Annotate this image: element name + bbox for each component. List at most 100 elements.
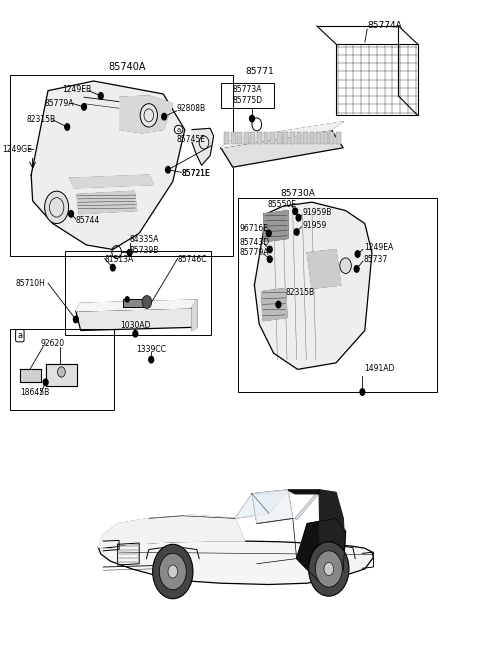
Polygon shape	[297, 518, 346, 583]
Text: 1249GE: 1249GE	[2, 145, 32, 154]
Circle shape	[166, 167, 170, 173]
Circle shape	[267, 246, 272, 253]
Text: 18645B: 18645B	[20, 388, 49, 397]
Bar	[123, 299, 147, 307]
Circle shape	[153, 544, 193, 599]
Circle shape	[162, 113, 167, 120]
Text: 85721E: 85721E	[181, 169, 210, 178]
Circle shape	[324, 562, 334, 575]
Circle shape	[149, 356, 154, 363]
Bar	[329, 132, 334, 144]
Text: 1491AD: 1491AD	[364, 364, 394, 373]
Circle shape	[133, 330, 138, 337]
Circle shape	[276, 301, 281, 308]
Circle shape	[266, 230, 271, 237]
Bar	[283, 132, 288, 144]
Circle shape	[73, 316, 78, 323]
Circle shape	[65, 124, 70, 130]
Text: a: a	[17, 331, 23, 340]
Text: 85745E: 85745E	[177, 135, 205, 144]
Circle shape	[315, 551, 342, 587]
Text: 91959: 91959	[302, 221, 327, 230]
Polygon shape	[76, 308, 197, 330]
Bar	[65, 251, 211, 335]
Polygon shape	[319, 490, 343, 531]
Circle shape	[45, 191, 69, 224]
Polygon shape	[235, 490, 288, 518]
Polygon shape	[76, 300, 197, 311]
Bar	[264, 132, 268, 144]
Circle shape	[355, 251, 360, 257]
Polygon shape	[307, 249, 341, 288]
Circle shape	[354, 266, 359, 272]
Circle shape	[125, 297, 129, 302]
Polygon shape	[319, 490, 345, 583]
Text: 85740A: 85740A	[108, 62, 146, 73]
Text: 1249EB: 1249EB	[62, 85, 92, 94]
Bar	[237, 132, 242, 144]
Polygon shape	[288, 490, 321, 494]
Circle shape	[43, 379, 48, 386]
Bar	[251, 132, 255, 144]
Polygon shape	[264, 211, 288, 242]
Text: 1030AD: 1030AD	[120, 321, 151, 330]
Text: 91959B: 91959B	[302, 208, 332, 217]
Text: 85779A: 85779A	[240, 248, 269, 257]
Text: 85721E: 85721E	[181, 169, 210, 178]
Text: 85746C: 85746C	[178, 255, 207, 264]
Text: 85730A: 85730A	[280, 189, 315, 198]
Text: 85779A: 85779A	[44, 98, 73, 108]
Circle shape	[267, 256, 272, 262]
Polygon shape	[295, 490, 321, 520]
Circle shape	[110, 264, 115, 271]
Text: 92620: 92620	[41, 339, 65, 348]
Circle shape	[340, 258, 351, 273]
Text: 85774A: 85774A	[367, 21, 402, 30]
Bar	[224, 132, 229, 144]
Text: a: a	[177, 126, 180, 133]
Bar	[221, 83, 274, 108]
Bar	[238, 198, 437, 392]
Text: 85743D: 85743D	[240, 238, 270, 247]
Circle shape	[309, 542, 349, 596]
Polygon shape	[98, 515, 245, 548]
Circle shape	[82, 104, 86, 110]
Text: 85775D: 85775D	[232, 96, 262, 105]
Circle shape	[142, 295, 152, 308]
Bar	[316, 132, 321, 144]
Text: 1249EA: 1249EA	[364, 243, 393, 252]
Text: 85710H: 85710H	[15, 279, 45, 288]
Polygon shape	[98, 541, 373, 584]
Polygon shape	[192, 300, 197, 330]
Circle shape	[58, 367, 65, 377]
Circle shape	[98, 93, 103, 99]
Bar	[10, 75, 233, 256]
Text: 85771: 85771	[246, 67, 275, 76]
Text: 81513A: 81513A	[105, 255, 134, 264]
Polygon shape	[77, 191, 137, 214]
Circle shape	[69, 211, 73, 217]
Text: 85550E: 85550E	[268, 200, 297, 209]
Text: 82315B: 82315B	[26, 115, 56, 124]
Polygon shape	[252, 490, 293, 524]
Bar	[270, 132, 275, 144]
Polygon shape	[46, 364, 77, 386]
Polygon shape	[221, 130, 343, 167]
Circle shape	[294, 229, 299, 235]
Circle shape	[360, 389, 365, 395]
Bar	[336, 132, 341, 144]
Text: 96716E: 96716E	[240, 224, 269, 233]
Bar	[10, 329, 114, 410]
Bar	[297, 132, 301, 144]
Circle shape	[159, 553, 186, 590]
Bar	[244, 132, 249, 144]
Text: 85739B: 85739B	[130, 246, 159, 255]
Bar	[231, 132, 236, 144]
Bar	[323, 132, 328, 144]
Polygon shape	[31, 81, 185, 249]
Polygon shape	[120, 96, 173, 133]
Circle shape	[296, 214, 301, 221]
Circle shape	[250, 115, 254, 122]
Polygon shape	[70, 175, 154, 188]
Polygon shape	[192, 128, 214, 165]
